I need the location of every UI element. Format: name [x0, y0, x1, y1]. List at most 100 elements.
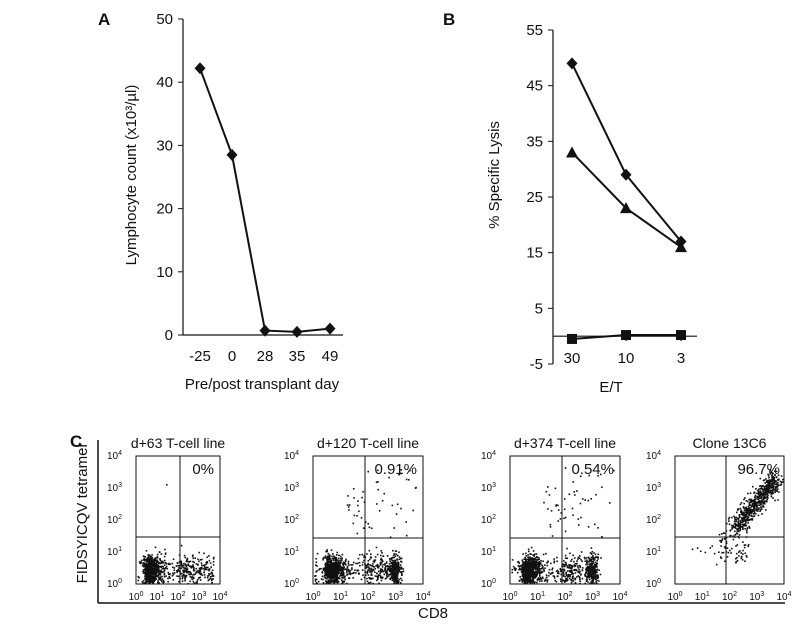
- event-dot: [584, 582, 586, 585]
- event-dot: [537, 569, 539, 572]
- event-dot: [532, 562, 535, 565]
- event-dot: [758, 504, 760, 506]
- event-dot: [198, 569, 201, 572]
- event-dot: [368, 526, 371, 529]
- event-dot: [780, 483, 783, 485]
- event-dot: [579, 566, 582, 569]
- event-dot: [541, 580, 543, 582]
- event-dot: [148, 573, 150, 576]
- event-dot: [741, 558, 744, 561]
- event-dot: [740, 555, 743, 558]
- event-dot: [379, 568, 382, 570]
- event-dot: [142, 570, 144, 573]
- event-dot: [372, 569, 375, 572]
- event-dot: [384, 567, 387, 570]
- event-dot: [754, 502, 756, 505]
- event-dot: [584, 499, 586, 501]
- event-dot: [744, 524, 746, 527]
- event-dot: [152, 568, 155, 570]
- event-dot: [598, 569, 600, 572]
- event-dot: [521, 574, 524, 576]
- event-dot: [757, 492, 760, 495]
- event-dot: [718, 533, 721, 536]
- event-dot: [589, 563, 592, 566]
- event-dot: [353, 561, 355, 564]
- event-dot: [177, 564, 179, 567]
- event-dot: [144, 576, 147, 578]
- event-dot: [167, 571, 170, 574]
- event-dot: [345, 563, 347, 566]
- event-dot: [154, 570, 156, 573]
- event-dot: [199, 568, 202, 571]
- event-dot: [328, 563, 331, 566]
- event-dot: [362, 527, 365, 529]
- event-dot: [183, 562, 185, 565]
- event-dot: [775, 470, 778, 473]
- event-dot: [548, 571, 550, 574]
- event-dot: [154, 568, 156, 570]
- event-dot: [536, 581, 538, 584]
- event-dot: [367, 522, 370, 525]
- event-dot: [155, 572, 158, 574]
- event-dot: [528, 571, 530, 574]
- event-dot: [532, 570, 534, 573]
- event-dot: [770, 484, 773, 486]
- event-dot: [376, 579, 378, 582]
- event-dot: [743, 520, 746, 522]
- event-dot: [374, 568, 377, 570]
- event-dot: [374, 556, 377, 558]
- event-dot: [391, 564, 393, 567]
- event-dot: [163, 573, 166, 576]
- flow-x-tick-label: 104: [212, 591, 227, 603]
- event-dot: [192, 569, 195, 572]
- event-dot: [169, 563, 172, 566]
- event-dot: [342, 564, 345, 567]
- event-dot: [577, 565, 579, 567]
- event-dot: [372, 577, 374, 580]
- event-dot: [148, 559, 150, 561]
- event-dot: [597, 474, 599, 477]
- event-dot: [212, 578, 214, 580]
- event-dot: [155, 567, 158, 569]
- event-dot: [160, 580, 163, 583]
- event-dot: [734, 557, 737, 560]
- flow-dots: [511, 467, 615, 585]
- event-dot: [532, 578, 534, 581]
- event-dot: [557, 570, 560, 573]
- event-dot: [385, 577, 388, 579]
- event-dot: [394, 562, 396, 565]
- event-dot: [347, 506, 350, 508]
- event-dot: [740, 557, 743, 560]
- event-dot: [395, 513, 398, 515]
- event-dot: [772, 482, 774, 485]
- event-dot: [570, 570, 573, 573]
- event-dot: [388, 575, 390, 577]
- event-dot: [205, 566, 208, 569]
- event-dot: [400, 571, 402, 573]
- event-dot: [151, 577, 154, 579]
- event-dot: [715, 563, 718, 566]
- event-dot: [522, 569, 524, 571]
- chart-b-data-point: [675, 241, 687, 253]
- event-dot: [159, 562, 161, 564]
- event-dot: [409, 469, 411, 472]
- event-dot: [589, 552, 592, 554]
- event-dot: [591, 576, 593, 578]
- event-dot: [720, 545, 722, 547]
- event-dot: [765, 509, 767, 511]
- event-dot: [185, 576, 187, 578]
- event-dot: [156, 557, 159, 559]
- event-dot: [395, 582, 397, 585]
- event-dot: [332, 557, 334, 560]
- event-dot: [748, 508, 750, 510]
- event-dot: [392, 571, 394, 574]
- chart-a-series-line: [199, 67, 331, 333]
- flow-x-tick-label: 100: [128, 591, 143, 603]
- event-dot: [742, 528, 744, 531]
- event-dot: [183, 571, 185, 574]
- event-dot: [397, 565, 400, 568]
- event-dot: [768, 485, 770, 488]
- quadrant-percent: 0.54%: [571, 461, 614, 478]
- event-dot: [580, 558, 582, 561]
- event-dot: [330, 549, 333, 552]
